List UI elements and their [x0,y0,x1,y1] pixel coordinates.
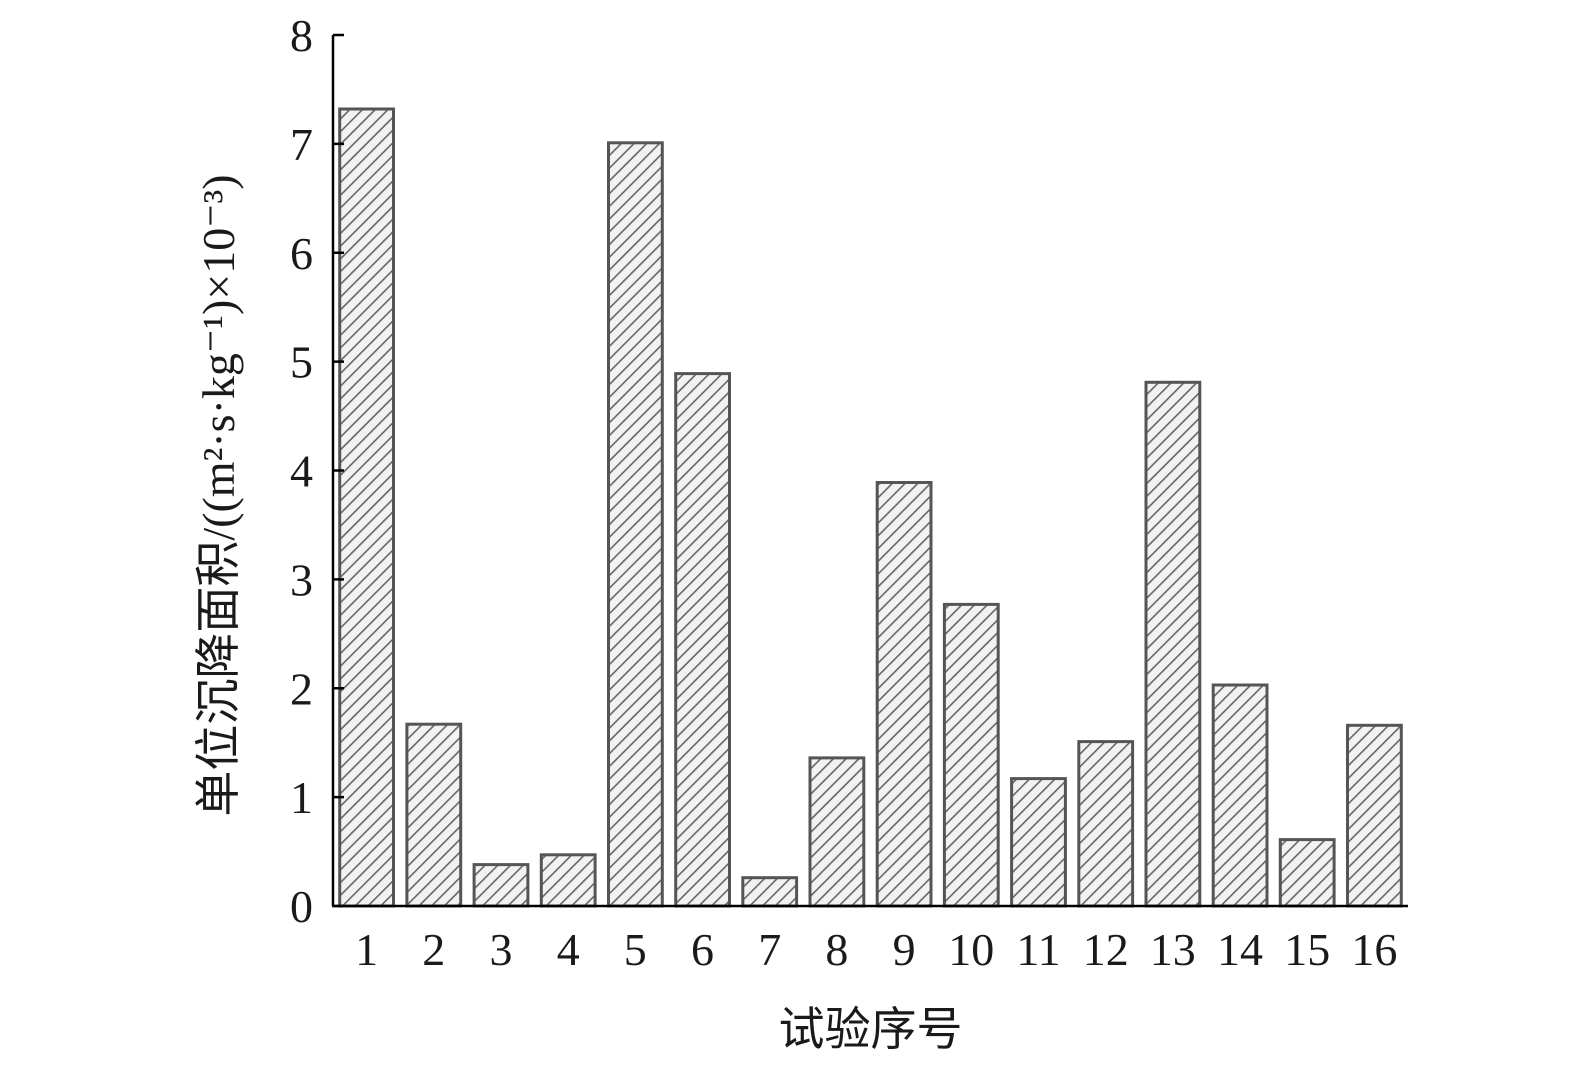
x-tick-label: 8 [825,924,848,975]
x-ticks-group: 1 2 3 4 5 6 7 8 9 10 11 12 13 14 15 16 [355,924,1397,975]
y-tick-label: 0 [290,881,313,932]
bar-2 [405,722,463,908]
x-tick-label: 16 [1351,924,1397,975]
bar-11 [1010,777,1067,908]
x-tick-label: 14 [1217,924,1263,975]
x-tick-label: 9 [893,924,916,975]
bar-6 [674,372,732,908]
x-tick-label: 10 [948,924,994,975]
bar-10 [942,602,1000,908]
x-axis-title: 试验序号 [779,1004,963,1055]
x-tick-label: 2 [422,924,445,975]
x-tick-label: 3 [490,924,513,975]
y-tick-label: 2 [290,663,313,714]
x-tick-label: 1 [355,924,378,975]
bar-16 [1346,723,1403,908]
y-tick-label: 4 [290,446,313,497]
bar-1 [338,107,396,908]
x-tick-label: 4 [557,924,580,975]
x-tick-label: 6 [691,924,714,975]
x-tick-label: 12 [1083,924,1129,975]
bar-5 [607,141,664,908]
y-tick-label: 7 [290,119,313,170]
y-axis-title: 单位沉降面积/((m²·s·kg⁻¹)×10⁻³) [193,174,244,816]
bar-9 [875,481,933,908]
y-tick-label: 8 [290,10,313,61]
y-tick-label: 5 [290,337,313,388]
bar-4 [539,853,597,908]
x-tick-label: 11 [1016,924,1060,975]
x-tick-label: 7 [758,924,781,975]
bar-15 [1278,838,1336,908]
bars-group [338,107,1403,908]
bar-12 [1077,740,1135,908]
bar-3 [472,863,530,908]
bar-14 [1211,683,1269,908]
bar-13 [1144,380,1202,908]
y-tick-label: 6 [290,228,313,279]
y-tick-label: 1 [290,772,313,823]
x-tick-label: 5 [624,924,647,975]
y-ticks-group: 0 1 2 3 4 5 6 7 8 [290,10,344,932]
bar-7 [741,876,799,908]
bar-8 [808,756,866,908]
x-tick-label: 15 [1284,924,1330,975]
y-tick-label: 3 [290,554,313,605]
x-tick-label: 13 [1150,924,1196,975]
